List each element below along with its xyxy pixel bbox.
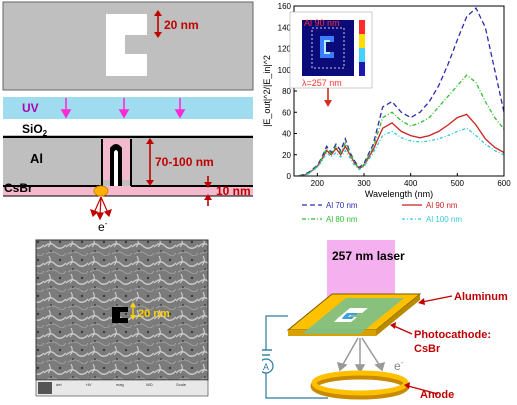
legend-label: Al 80 nm bbox=[326, 215, 358, 224]
c-shaped-aperture bbox=[106, 14, 147, 76]
x-tick-label: 300 bbox=[357, 179, 371, 188]
sem-info-fields: det HV mag WD Scale bbox=[56, 382, 187, 387]
uv-region bbox=[3, 97, 253, 119]
inset-wavelength: λ=257 nm bbox=[302, 78, 342, 88]
svg-text:HV: HV bbox=[86, 382, 92, 387]
x-tick-label: 400 bbox=[404, 179, 418, 188]
al-label: Al bbox=[30, 151, 43, 166]
aluminum-label: Aluminum bbox=[454, 291, 508, 303]
photocathode-layer bbox=[302, 298, 404, 334]
sio2-label: SiO2 bbox=[22, 122, 48, 138]
x-tick-label: 500 bbox=[451, 179, 465, 188]
x-axis-label: Wavelength (nm) bbox=[365, 189, 433, 199]
inset-title: Al 90 nm bbox=[304, 18, 340, 28]
legend-label: Al 90 nm bbox=[426, 201, 458, 210]
y-tick-label: 160 bbox=[278, 2, 292, 11]
nanostructure-schematic-panel: 20 nm UV SiO2 Al CsBr e- bbox=[0, 0, 262, 240]
field-enhancement-chart: 200 300 400 500 600 0 20 40 60 80 100 120 140 160 Wav… bbox=[262, 2, 511, 224]
svg-text:Scale: Scale bbox=[176, 382, 187, 387]
x-tick-label: 600 bbox=[497, 179, 511, 188]
y-tick-label: 60 bbox=[282, 108, 291, 117]
anode-label: Anode bbox=[420, 389, 454, 400]
gap-dimension-label: 20 nm bbox=[164, 18, 199, 32]
csbr-label: CsBr bbox=[4, 181, 33, 195]
legend-label: Al 70 nm bbox=[326, 201, 358, 210]
electron-label: e- bbox=[98, 219, 108, 234]
thickness-dimension-label: 10 nm bbox=[216, 184, 251, 198]
laser-label: 257 nm laser bbox=[332, 249, 405, 263]
photocathode-label-line2: CsBr bbox=[414, 343, 441, 355]
emitted-electron-arrows bbox=[336, 337, 386, 374]
sem-c-aperture bbox=[112, 307, 128, 323]
series-line-3 bbox=[298, 127, 505, 177]
photocathode-label-line1: Photocathode: bbox=[414, 329, 491, 341]
field-map-inset: Al 90 nm λ=257 nm bbox=[289, 11, 373, 89]
chart-legend: Al 70 nm Al 90 nm Al 80 nm Al 100 nm bbox=[302, 201, 462, 224]
experimental-setup-panel: 257 nm laser A e- Aluminum Photocathode:… bbox=[258, 238, 517, 401]
emission-spot bbox=[93, 185, 109, 197]
csbr-layer bbox=[3, 186, 253, 196]
svg-text:WD: WD bbox=[146, 382, 153, 387]
x-tick-label: 200 bbox=[311, 179, 325, 188]
sem-scale-label: 20 nm bbox=[138, 308, 170, 320]
series-line-1 bbox=[298, 113, 505, 177]
sem-info-bar bbox=[35, 379, 209, 397]
y-tick-label: 80 bbox=[282, 87, 291, 96]
sem-image-panel: 20 nm det HV mag WD Scale bbox=[0, 238, 262, 400]
electron-label: e- bbox=[394, 358, 404, 373]
y-tick-label: 40 bbox=[282, 130, 291, 139]
uv-arrows bbox=[60, 98, 186, 119]
y-tick-label: 140 bbox=[278, 23, 292, 32]
circuit-wire bbox=[265, 315, 328, 399]
emitted-electron-arrows bbox=[90, 196, 112, 221]
y-tick-label: 100 bbox=[278, 66, 292, 75]
y-tick-label: 20 bbox=[282, 151, 291, 160]
y-tick-label: 120 bbox=[278, 45, 292, 54]
y-tick-label: 0 bbox=[287, 172, 292, 181]
field-enhancement-chart-panel: 200 300 400 500 600 0 20 40 60 80 100 120 140 160 Wav… bbox=[262, 0, 517, 240]
series-line-0 bbox=[298, 7, 505, 177]
svg-text:mag: mag bbox=[116, 382, 124, 387]
ammeter-label: A bbox=[263, 362, 269, 372]
series-line-2 bbox=[298, 74, 505, 177]
depth-dimension-label: 70-100 nm bbox=[155, 155, 214, 169]
legend-label: Al 100 nm bbox=[426, 215, 462, 224]
y-axis-label: |E_out|^2/|E_in|^2 bbox=[262, 55, 272, 127]
svg-text:det: det bbox=[56, 382, 62, 387]
uv-label: UV bbox=[22, 101, 39, 115]
